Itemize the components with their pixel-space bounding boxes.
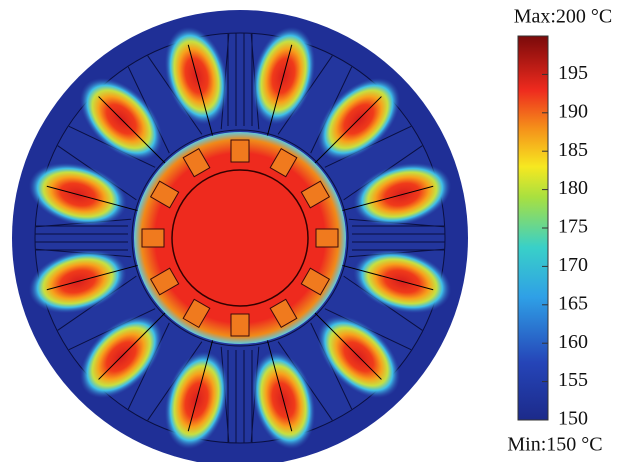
slot [341, 145, 452, 228]
rotor-tooth [141, 228, 165, 248]
winding-line [341, 264, 434, 291]
cooling-channel [227, 33, 253, 126]
motor-field [12, 10, 468, 462]
rotor-notch [269, 147, 298, 178]
slot [250, 339, 333, 450]
slot [28, 145, 139, 228]
rotor-core [171, 169, 309, 307]
cooling-channel [35, 225, 128, 251]
slot [341, 248, 452, 331]
rotor-notch [182, 147, 211, 178]
rotor-tooth [269, 147, 298, 178]
slot [68, 66, 170, 168]
colorbar-tick-label: 155 [558, 369, 588, 391]
rotor-notch [300, 267, 331, 296]
cooling-channel [352, 225, 445, 251]
slot [310, 66, 412, 168]
rotor-notch [230, 313, 250, 337]
rotor-notch [182, 298, 211, 329]
colorbar-tick-label: 190 [558, 100, 588, 122]
colorbar-tick-label: 175 [558, 216, 588, 238]
rotor-notch [141, 228, 165, 248]
rotor-notch [230, 139, 250, 163]
colorbar-tick-label: 185 [558, 139, 588, 161]
winding-line [98, 311, 167, 380]
colorbar-tick-label: 150 [558, 408, 588, 430]
colorbar-tick-label: 195 [558, 62, 588, 84]
rotor-notch [300, 180, 331, 209]
min-label: Min:150 °C [507, 434, 602, 456]
winding-line [313, 311, 382, 380]
colorbar-tick-label: 170 [558, 254, 588, 276]
rotor-tooth [149, 180, 180, 209]
winding-line [266, 44, 293, 137]
rotor-tooth [182, 298, 211, 329]
colorbar-tick-label: 160 [558, 331, 588, 353]
rotor-tooth [300, 180, 331, 209]
slot [310, 308, 412, 410]
colorbar-tick-label: 165 [558, 292, 588, 314]
cooling-channel [227, 350, 253, 443]
rotor-tooth [149, 267, 180, 296]
rotor-tooth [315, 228, 339, 248]
slot [68, 308, 170, 410]
rotor-notch [149, 180, 180, 209]
rotor-notch [269, 298, 298, 329]
winding-line [313, 96, 382, 165]
rotor-tooth [230, 139, 250, 163]
rotor-tooth [300, 267, 331, 296]
max-label: Max:200 °C [514, 6, 613, 28]
rotor-tooth [230, 313, 250, 337]
rotor-notch [315, 228, 339, 248]
rotor-tooth [182, 147, 211, 178]
slot [250, 26, 333, 137]
winding-line [98, 96, 167, 165]
winding-line [187, 339, 214, 432]
winding-line [46, 264, 139, 291]
winding-line [266, 339, 293, 432]
rotor-notch [149, 267, 180, 296]
slot [147, 26, 230, 137]
winding-line [46, 185, 139, 212]
colorbar-tick-label: 180 [558, 177, 588, 199]
winding-line [341, 185, 434, 212]
rotor-tooth [269, 298, 298, 329]
winding-line [187, 44, 214, 137]
